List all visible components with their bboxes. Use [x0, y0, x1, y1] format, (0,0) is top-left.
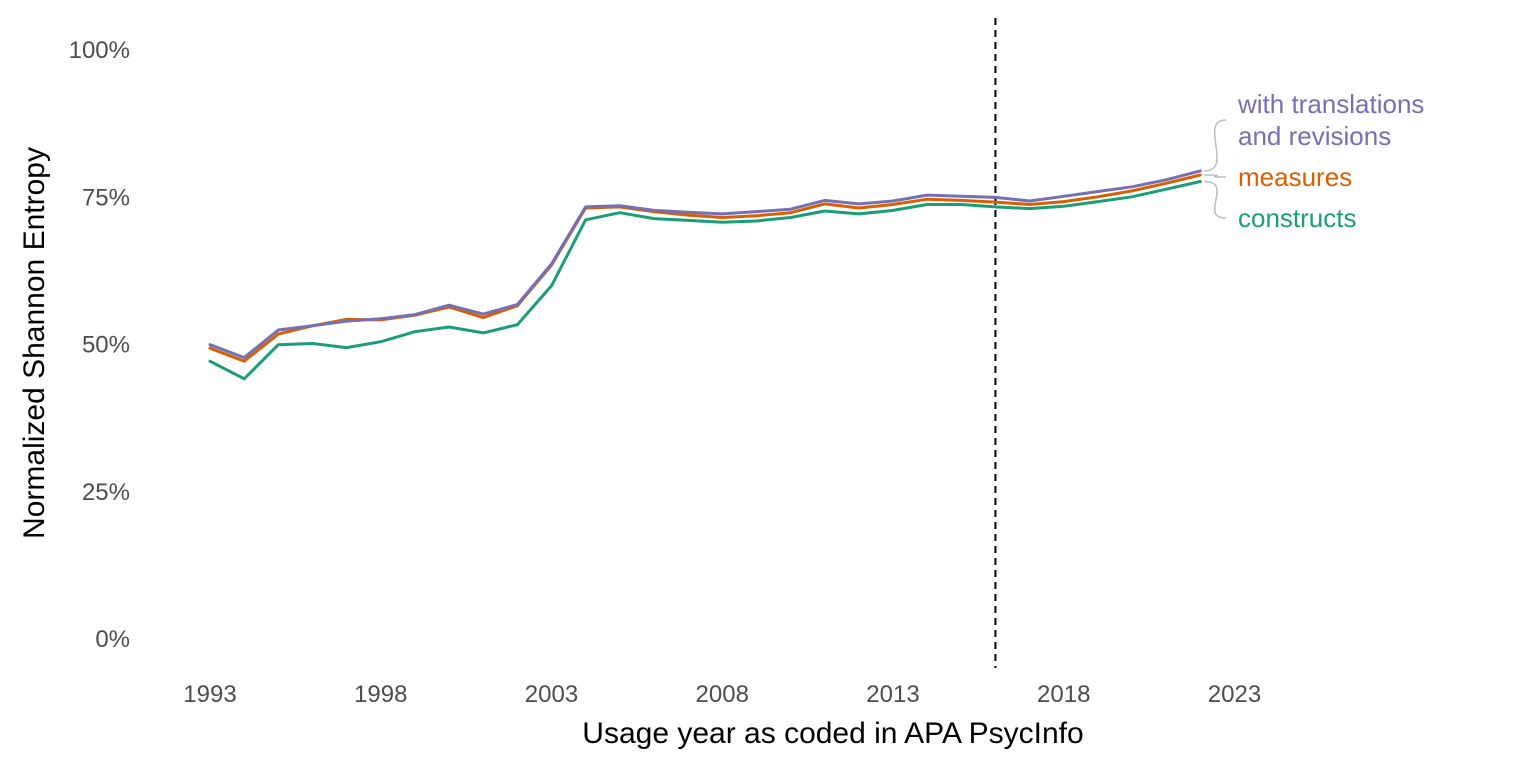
label-connector: [1204, 180, 1227, 219]
series-label: measures: [1238, 162, 1352, 192]
x-axis-title: Usage year as coded in APA PsycInfo: [582, 717, 1083, 750]
series-label: constructs: [1238, 203, 1357, 233]
x-tick-label: 1998: [354, 681, 407, 708]
x-tick-label: 2003: [525, 681, 578, 708]
x-tick-label: 1993: [183, 681, 236, 708]
y-tick-label: 100%: [69, 37, 130, 64]
y-tick-label: 50%: [82, 332, 130, 359]
x-tick-label: 2023: [1208, 681, 1261, 708]
x-tick-label: 2018: [1037, 681, 1090, 708]
series-line-with-translations-and-revisions: [208, 169, 1202, 360]
series-line-measures: [208, 173, 1202, 363]
series-label: with translations: [1237, 89, 1424, 119]
label-connector: [1204, 174, 1227, 178]
x-tick-label: 2008: [696, 681, 749, 708]
series-label: and revisions: [1238, 121, 1391, 151]
y-tick-label: 25%: [82, 479, 130, 506]
y-tick-label: 0%: [95, 626, 130, 653]
label-connector: [1204, 119, 1227, 172]
y-tick-label: 75%: [82, 184, 130, 211]
series-lines: [208, 169, 1202, 381]
x-tick-label: 2013: [866, 681, 919, 708]
x-axis-ticks: 1993 1998 2003 2008 2013 2018 2023: [183, 681, 1261, 708]
y-axis-title: Normalized Shannon Entropy: [18, 147, 51, 539]
series-line-constructs: [208, 180, 1202, 381]
series-label-connectors: [1204, 119, 1227, 219]
y-axis-ticks: 0% 25% 50% 75% 100%: [69, 37, 130, 653]
